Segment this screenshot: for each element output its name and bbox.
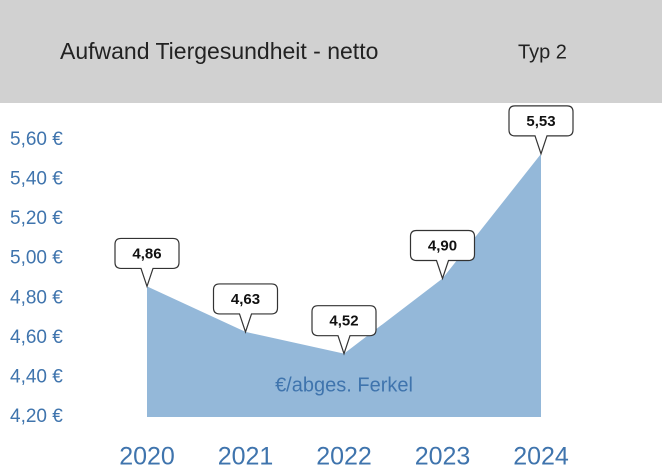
y-tick-label: 4,20 €	[10, 406, 63, 427]
callout	[114, 237, 180, 289]
y-tick-label: 5,40 €	[10, 169, 63, 190]
x-tick-label: 2021	[218, 443, 274, 471]
y-tick-label: 4,40 €	[10, 366, 63, 387]
annotation: €/abges. Ferkel	[275, 374, 413, 396]
value-label: 4,86	[132, 245, 161, 262]
callout	[508, 105, 574, 156]
y-tick-label: 5,60 €	[10, 129, 63, 150]
callout	[212, 283, 279, 334]
value-label: 4,52	[329, 313, 358, 330]
header-band	[0, 0, 662, 103]
chart-subtitle: Typ 2	[518, 41, 567, 63]
y-tick-label: 5,20 €	[10, 208, 63, 229]
x-tick-label: 2020	[119, 443, 175, 471]
x-tick-label: 2022	[316, 443, 372, 471]
y-tick-label: 4,60 €	[10, 327, 63, 348]
callout	[311, 305, 377, 356]
callout	[409, 229, 476, 281]
x-tick-label: 2024	[513, 443, 569, 471]
value-label: 4,90	[428, 237, 457, 254]
value-label: 5,53	[526, 113, 555, 130]
y-tick-label: 4,80 €	[10, 287, 63, 308]
area	[147, 153, 541, 417]
chart-title: Aufwand Tiergesundheit - netto	[60, 38, 378, 64]
value-label: 4,63	[231, 291, 260, 308]
x-tick-label: 2023	[415, 443, 471, 471]
y-tick-label: 5,00 €	[10, 248, 63, 269]
